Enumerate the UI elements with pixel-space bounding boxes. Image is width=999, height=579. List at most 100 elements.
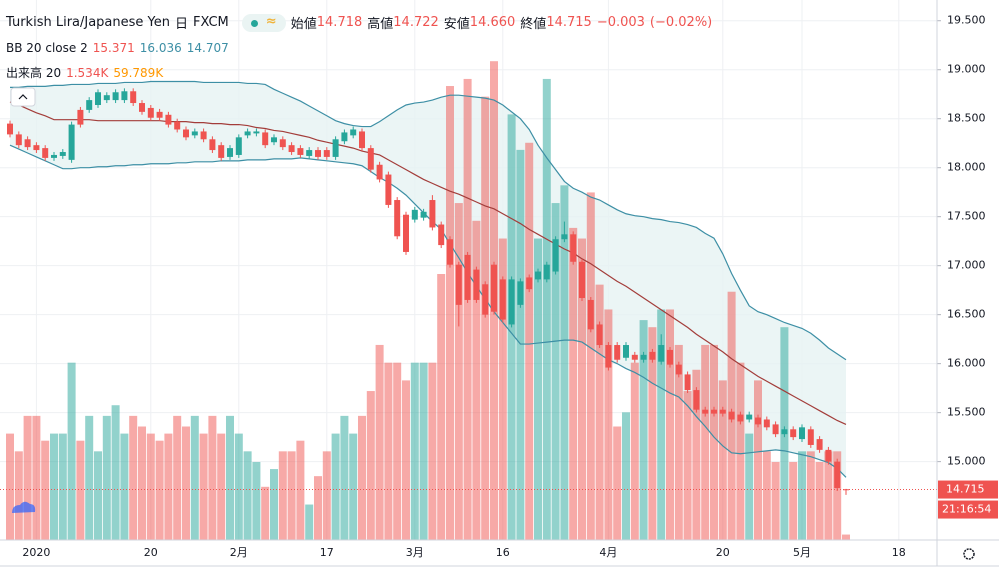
volume-bar [586,192,595,540]
candle-body [587,299,594,330]
candle-body [482,284,489,315]
last-price-box [938,480,998,499]
volume-bar [710,344,718,540]
bb-lower-value: 14.707 [186,40,229,55]
y-tick-label: 15.000 [947,455,986,468]
candle-body [526,277,533,290]
volume-bar [560,185,569,541]
volume-ma-value: 59.789K [113,65,164,80]
candle-body [227,148,233,157]
volume-bar [824,451,833,540]
candle-body [491,264,497,312]
volume-bar [349,433,358,540]
candle-body [552,239,559,272]
legend: Turkish Lira/Japanese Yen 日 FXCM ≈ 始値 14.… [6,10,717,85]
interval[interactable]: 日 [175,17,189,32]
y-tick-label: 18.000 [947,161,986,174]
candle-body [728,411,735,420]
volume-bar [692,369,701,540]
volume-bar [648,327,657,540]
open-name: 始値 [290,17,317,32]
volume-bar [85,415,94,540]
volume-bar [164,433,173,540]
volume-bar [120,433,129,540]
candle-body [183,129,189,138]
volume-bar [595,284,604,540]
candle-body [323,150,330,157]
candle-body [455,264,462,305]
y-tick-label: 17.000 [947,259,986,272]
volume-bar [138,426,146,540]
volume-bar [551,203,560,541]
candle-body [394,200,401,237]
candle-body [438,224,445,246]
candle-body [165,114,172,125]
volume-bar [208,415,217,540]
bb-label[interactable]: BB 20 close 2 [6,40,88,55]
candle-body [147,107,154,118]
countdown-label: 21:16:54 [942,503,991,516]
candle-body [790,429,797,438]
bb-basis-line [9,101,847,425]
candle-body [508,279,515,325]
volume-bar [683,391,692,540]
candle-body [59,152,66,156]
candle-body [403,214,409,252]
candle-body [684,374,691,391]
candle-body [7,123,13,135]
volume-bar [50,433,58,540]
candle-body [702,409,709,414]
status-pill[interactable]: ≈ [241,13,286,32]
volume-bar [278,451,287,540]
bb-upper-value: 16.036 [139,40,182,55]
candle-body [605,345,612,368]
candle-body [200,131,207,140]
volume-bar [217,433,226,540]
volume-bar [305,504,314,540]
candle-body [209,139,216,151]
volume-bar [366,391,375,540]
collapse-button[interactable] [10,87,36,107]
candle-body [799,427,805,440]
candle-body [244,131,251,136]
candle-body [596,324,603,346]
candle-body [332,139,339,157]
volume-bar [32,415,41,540]
volume-bar [314,476,322,540]
volume-bar [516,149,525,540]
candle-body [156,111,163,118]
candle-body [350,129,357,136]
bb-upper-line [10,80,847,361]
volume-bar [261,486,270,540]
band-fill [10,81,846,478]
candle-body [359,131,365,149]
volume-bar [798,451,806,540]
candle-body [499,279,506,320]
volume-bar [6,433,14,540]
source: FXCM [193,15,229,30]
candle-body [235,137,242,155]
change-pct: (−0.02%) [649,15,713,30]
volume-bar [129,415,138,540]
volume-bar [234,433,243,540]
volume-bar [701,344,710,540]
candle-body [429,200,436,228]
candle-body [658,345,665,362]
volume-bar [613,426,622,540]
x-tick-label: 4月 [599,546,617,559]
candle-body [693,390,700,410]
candle-body [570,234,577,262]
candle-body [218,145,225,158]
settings-icon[interactable] [963,548,975,560]
candle-body [112,92,119,101]
candle-body [288,145,295,153]
candle-body [825,449,832,462]
volume-bar [657,309,666,540]
volume-label[interactable]: 出来高 20 [6,66,62,80]
candle-body [535,271,541,280]
candle-body [737,414,744,422]
candle-body [68,124,75,160]
volume-bar [67,362,76,540]
